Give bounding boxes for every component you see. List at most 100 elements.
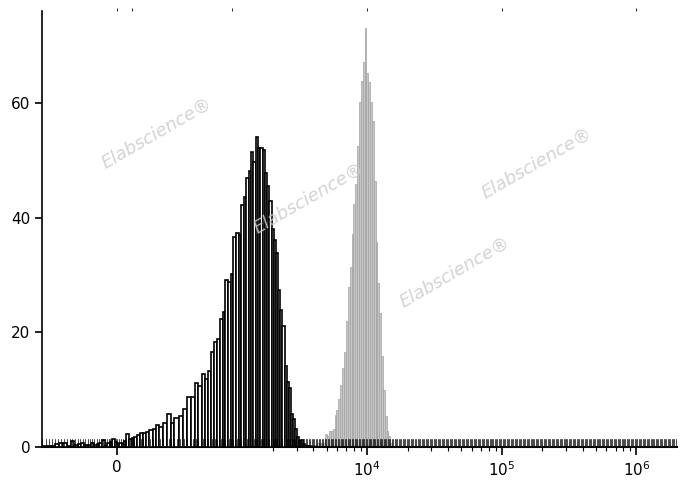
Bar [299,441,301,447]
Bar [367,74,368,447]
Bar [124,441,127,447]
Bar [91,443,94,447]
Bar [163,423,166,447]
Bar [246,177,248,447]
Bar [348,287,350,447]
Bar [376,242,378,447]
Bar [270,201,272,447]
Bar [107,443,110,447]
Bar [99,443,102,447]
Bar [223,312,226,447]
Bar [134,438,138,447]
Bar [105,446,107,447]
Bar [354,204,355,447]
Bar [81,443,85,447]
Bar [276,253,278,447]
Bar [378,283,379,447]
Bar [363,62,365,447]
Bar [321,443,323,447]
Bar [94,445,96,447]
Bar [228,282,230,447]
Bar [258,148,260,447]
Bar [244,196,246,447]
Bar [191,397,195,447]
Bar [175,418,178,447]
Bar [256,137,258,447]
Bar [387,431,389,447]
Bar [239,235,241,447]
Text: Elabscience®: Elabscience® [250,160,367,238]
Bar [112,440,115,447]
Bar [51,446,55,447]
Bar [122,444,124,447]
Bar [156,425,160,447]
Bar [96,444,99,447]
Bar [140,434,143,447]
Bar [341,386,342,447]
Bar [59,443,63,447]
Bar [301,440,303,447]
Bar [147,432,149,447]
Bar [368,82,370,447]
Bar [241,205,244,447]
Bar [63,443,67,447]
Bar [236,233,239,447]
Bar [71,441,74,447]
Bar [248,172,251,447]
Bar [87,445,91,447]
Bar [211,352,214,447]
Bar [117,444,119,447]
Bar [309,446,311,447]
Bar [295,429,297,447]
Text: Elabscience®: Elabscience® [98,94,215,172]
Bar [42,446,47,447]
Bar [178,416,182,447]
Bar [336,410,338,447]
Bar [346,321,348,447]
Bar [359,102,361,447]
Bar [394,446,396,447]
Bar [283,326,285,447]
Bar [267,186,270,447]
Bar [272,229,274,447]
Bar [334,415,336,447]
Bar [374,181,376,447]
Bar [385,416,387,447]
Bar [171,423,175,447]
Bar [291,415,293,447]
Bar [313,444,315,447]
Bar [370,101,372,447]
Bar [214,342,217,447]
Bar [219,319,223,447]
Bar [274,240,276,447]
Bar [202,374,205,447]
Bar [350,267,352,447]
Bar [319,443,321,447]
Bar [143,434,147,447]
Bar [67,446,71,447]
Text: Elabscience®: Elabscience® [479,125,596,202]
Bar [55,444,59,447]
Bar [47,446,51,447]
Bar [342,368,344,447]
Bar [251,152,253,447]
Bar [102,440,105,447]
Bar [381,356,383,447]
Bar [129,439,131,447]
Bar [332,429,334,447]
Bar [357,146,359,447]
Bar [263,150,265,447]
Bar [317,443,319,447]
Text: Elabscience®: Elabscience® [396,234,513,312]
Bar [160,427,163,447]
Bar [110,442,112,447]
Bar [278,290,280,447]
Bar [344,352,346,447]
Bar [233,237,236,447]
Bar [289,388,291,447]
Bar [352,234,354,447]
Bar [198,386,202,447]
Bar [115,442,117,447]
Bar [323,443,325,447]
Bar [205,379,208,447]
